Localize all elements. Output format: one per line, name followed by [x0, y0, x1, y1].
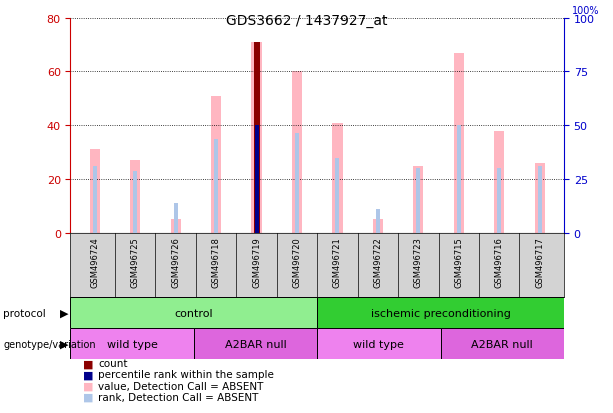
Bar [335, 158, 340, 233]
Text: GSM496720: GSM496720 [292, 237, 302, 287]
Bar [292, 72, 302, 233]
Bar [494, 131, 504, 233]
Text: GSM496718: GSM496718 [211, 237, 221, 287]
Bar [497, 169, 501, 233]
Text: ▶: ▶ [60, 308, 69, 318]
Text: GSM496724: GSM496724 [90, 237, 99, 287]
Text: rank, Detection Call = ABSENT: rank, Detection Call = ABSENT [98, 392, 259, 402]
Bar [413, 166, 424, 233]
Bar [214, 140, 218, 233]
Bar [93, 166, 97, 233]
Text: ■: ■ [83, 358, 93, 368]
Bar [441, 328, 564, 359]
Text: 100%: 100% [573, 6, 600, 16]
Text: GSM496717: GSM496717 [535, 237, 544, 287]
Text: count: count [98, 358, 128, 368]
Text: wild type: wild type [354, 339, 405, 349]
Bar [254, 43, 259, 233]
Bar [454, 54, 464, 233]
Text: ■: ■ [83, 392, 93, 402]
Text: control: control [175, 308, 213, 318]
Bar [373, 220, 383, 233]
Text: A2BAR null: A2BAR null [471, 339, 533, 349]
Text: protocol: protocol [3, 308, 46, 318]
Text: percentile rank within the sample: percentile rank within the sample [98, 370, 274, 380]
Bar [318, 328, 441, 359]
Text: ■: ■ [83, 381, 93, 391]
Bar [70, 328, 194, 359]
Bar [251, 43, 262, 233]
Text: ▶: ▶ [60, 339, 69, 349]
Bar [130, 161, 140, 233]
Bar [173, 204, 178, 233]
Bar [194, 328, 318, 359]
Text: value, Detection Call = ABSENT: value, Detection Call = ABSENT [98, 381, 264, 391]
Bar [170, 220, 181, 233]
Text: wild type: wild type [107, 339, 158, 349]
Text: GSM496716: GSM496716 [495, 237, 504, 287]
Bar [535, 164, 545, 233]
Bar [89, 150, 100, 233]
Bar [457, 126, 461, 233]
Bar [70, 297, 318, 328]
Text: GSM496726: GSM496726 [171, 237, 180, 287]
Text: GDS3662 / 1437927_at: GDS3662 / 1437927_at [226, 14, 387, 28]
Bar [254, 126, 259, 233]
Text: GSM496719: GSM496719 [252, 237, 261, 287]
Bar [211, 97, 221, 233]
Bar [332, 123, 343, 233]
Text: ischemic preconditioning: ischemic preconditioning [371, 308, 511, 318]
Bar [295, 134, 299, 233]
Text: A2BAR null: A2BAR null [225, 339, 286, 349]
Bar [318, 297, 564, 328]
Text: genotype/variation: genotype/variation [3, 339, 96, 349]
Text: GSM496721: GSM496721 [333, 237, 342, 287]
Bar [133, 172, 137, 233]
Bar [376, 209, 380, 233]
Text: GSM496715: GSM496715 [454, 237, 463, 287]
Text: ■: ■ [83, 370, 93, 380]
Text: GSM496725: GSM496725 [131, 237, 140, 287]
Bar [416, 169, 421, 233]
Text: GSM496722: GSM496722 [373, 237, 383, 287]
Bar [538, 166, 542, 233]
Text: GSM496723: GSM496723 [414, 237, 423, 287]
